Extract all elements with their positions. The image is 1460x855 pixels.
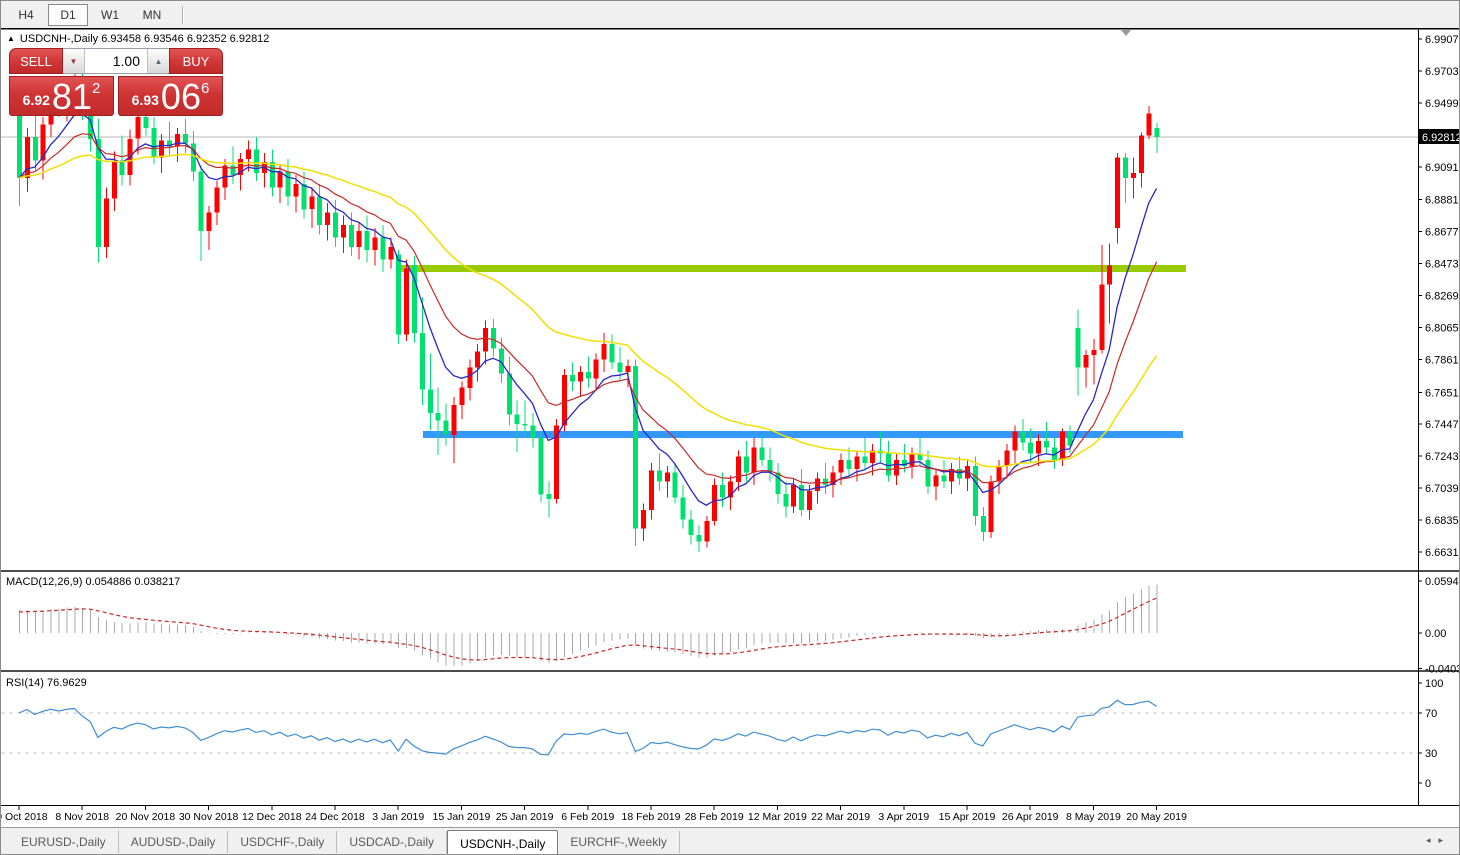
hline-support	[423, 431, 1183, 439]
svg-text:3 Apr 2019: 3 Apr 2019	[878, 811, 929, 823]
svg-text:6.92812: 6.92812	[1422, 132, 1460, 144]
tab-scroll-left-icon: ◂	[1425, 835, 1439, 845]
svg-text:6.78610: 6.78610	[1425, 354, 1460, 366]
macd-panel	[18, 580, 1422, 669]
svg-text:24 Dec 2018: 24 Dec 2018	[305, 811, 365, 823]
buy-price-tile[interactable]: 6.93 06 6	[118, 76, 223, 116]
tab-usdcad-daily[interactable]: USDCAD-,Daily	[337, 831, 448, 853]
sell-price-prefix: 6.92	[22, 92, 50, 108]
ma-line-16	[18, 133, 1158, 484]
svg-text:6.88810: 6.88810	[1425, 195, 1460, 207]
svg-text:6.76510: 6.76510	[1425, 387, 1460, 399]
svg-text:6.80650: 6.80650	[1425, 322, 1460, 334]
svg-text:30: 30	[1425, 748, 1437, 760]
svg-text:8 May 2019: 8 May 2019	[1066, 811, 1121, 823]
tab-usdcnh-daily[interactable]: USDCNH-,Daily	[447, 830, 559, 854]
svg-text:15 Apr 2019: 15 Apr 2019	[939, 811, 996, 823]
svg-text:3 Jan 2019: 3 Jan 2019	[372, 811, 424, 823]
timeframe-h4-button[interactable]: H4	[18, 7, 34, 22]
symbol-tab-bar: EURUSD-,Daily AUDUSD-,Daily USDCHF-,Dail…	[1, 827, 1459, 854]
volume-spinner: ▼ 1.00 ▲	[63, 48, 169, 74]
macd-indicator-label: MACD(12,26,9) 0.054886 0.038217	[6, 576, 181, 588]
tab-scroll-right-icon: ▸	[1438, 835, 1451, 845]
svg-text:70: 70	[1425, 708, 1437, 720]
chart-shift-marker-icon	[1121, 30, 1131, 36]
main-price-panel	[1, 30, 1418, 553]
collapse-panel-icon[interactable]: ▲	[7, 34, 15, 43]
svg-text:6.70390: 6.70390	[1425, 483, 1460, 495]
svg-text:6.72430: 6.72430	[1425, 451, 1460, 463]
sell-price-sup: 2	[91, 80, 101, 97]
timeframe-mn-button[interactable]: MN	[142, 7, 162, 22]
buy-price-big: 06	[160, 76, 201, 118]
timeframe-d1-button[interactable]: D1	[48, 3, 88, 26]
date-axis	[18, 806, 1158, 810]
buy-price-prefix: 6.93	[131, 92, 159, 108]
svg-text:6.74470: 6.74470	[1425, 419, 1460, 431]
svg-text:6 Feb 2019: 6 Feb 2019	[561, 811, 614, 823]
sell-button[interactable]: SELL	[9, 48, 63, 74]
svg-text:100: 100	[1425, 678, 1443, 690]
ma-line-40	[18, 153, 1158, 468]
buy-price-sup: 6	[200, 80, 210, 97]
timeframe-toolbar: H4 D1 W1 MN	[1, 1, 1459, 28]
svg-text:12 Dec 2018: 12 Dec 2018	[242, 811, 302, 823]
hline-resistance	[399, 265, 1186, 273]
svg-text:12 Mar 2019: 12 Mar 2019	[748, 811, 807, 823]
current-price-tag	[1418, 129, 1459, 144]
svg-text:6.82690: 6.82690	[1425, 291, 1460, 303]
price-axis	[1418, 38, 1459, 553]
svg-text:0: 0	[1425, 778, 1431, 790]
candlestick-layer	[17, 66, 1160, 553]
volume-increase-icon[interactable]: ▲	[147, 49, 169, 73]
svg-text:6.68350: 6.68350	[1425, 515, 1460, 527]
tab-eurchf-weekly[interactable]: EURCHF-,Weekly	[558, 831, 680, 853]
svg-text:0.059422: 0.059422	[1425, 576, 1460, 588]
svg-text:0.00: 0.00	[1425, 628, 1446, 640]
svg-text:20 Nov 2018: 20 Nov 2018	[116, 811, 176, 823]
svg-text:18 Feb 2019: 18 Feb 2019	[622, 811, 681, 823]
symbol-ohlc-text: USDCNH-,Daily 6.93458 6.93546 6.92352 6.…	[19, 33, 270, 45]
svg-text:22 Mar 2019: 22 Mar 2019	[811, 811, 870, 823]
symbol-header: ▲ USDCNH-,Daily 6.93458 6.93546 6.92352 …	[7, 33, 269, 45]
tab-scroll-arrows[interactable]: ◂▸	[1426, 835, 1451, 846]
volume-input[interactable]: 1.00	[112, 53, 140, 69]
buy-button[interactable]: BUY	[169, 48, 223, 74]
tab-audusd-daily[interactable]: AUDUSD-,Daily	[119, 831, 229, 853]
svg-text:30 Nov 2018: 30 Nov 2018	[179, 811, 239, 823]
svg-text:8 Nov 2018: 8 Nov 2018	[55, 811, 109, 823]
svg-text:20 May 2019: 20 May 2019	[1126, 811, 1187, 823]
tab-eurusd-daily[interactable]: EURUSD-,Daily	[9, 831, 119, 853]
rsi-indicator-label: RSI(14) 76.9629	[6, 677, 87, 689]
rsi-line	[18, 699, 1157, 756]
svg-text:6.97030: 6.97030	[1425, 66, 1460, 78]
svg-text:6.99070: 6.99070	[1425, 34, 1460, 46]
svg-text:6.94990: 6.94990	[1425, 98, 1460, 110]
svg-text:28 Feb 2019: 28 Feb 2019	[685, 811, 744, 823]
sell-price-tile[interactable]: 6.92 81 2	[9, 76, 114, 116]
volume-decrease-icon[interactable]: ▼	[63, 49, 85, 73]
svg-text:-0.040371: -0.040371	[1425, 663, 1460, 675]
one-click-trading-panel: SELL ▼ 1.00 ▲ BUY 6.92 81 2 6.93 06 6	[9, 48, 223, 116]
svg-text:15 Jan 2019: 15 Jan 2019	[432, 811, 490, 823]
timeframe-w1-button[interactable]: W1	[101, 7, 119, 22]
toolbar-separator	[182, 5, 183, 24]
svg-text:26 Apr 2019: 26 Apr 2019	[1002, 811, 1059, 823]
tab-usdchf-daily[interactable]: USDCHF-,Daily	[228, 831, 338, 853]
svg-text:6.84730: 6.84730	[1425, 259, 1460, 271]
macd-signal-line	[18, 597, 1157, 661]
sell-price-big: 81	[51, 76, 92, 118]
svg-text:25 Jan 2019: 25 Jan 2019	[496, 811, 554, 823]
svg-text:29 Oct 2018: 29 Oct 2018	[1, 811, 48, 823]
rsi-panel	[1, 682, 1422, 784]
svg-text:6.90910: 6.90910	[1425, 162, 1460, 174]
svg-text:6.86770: 6.86770	[1425, 227, 1460, 239]
